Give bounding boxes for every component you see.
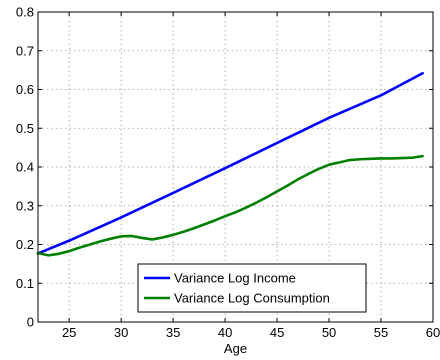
y-tick-label: 0.5	[16, 121, 34, 136]
axes: 25 30 35 40 45 50 55 60 0 0.1 0.2 0.3 0.4 0.5 0.6 0.7 0.…	[16, 5, 440, 341]
y-tick-label: 0.6	[16, 82, 34, 97]
y-tick-label: 0	[27, 315, 34, 330]
x-tick-label: 40	[218, 325, 232, 340]
y-tick-label: 0.4	[16, 160, 34, 175]
legend-box	[137, 263, 367, 313]
y-tick-label: 0.2	[16, 237, 34, 252]
x-tick-label: 30	[114, 325, 128, 340]
y-tick-label: 0.8	[16, 5, 34, 20]
x-tick-label: 55	[374, 325, 388, 340]
x-tick-label: 35	[166, 325, 180, 340]
series-line-2	[36, 154, 424, 257]
x-tick-label: 45	[270, 325, 284, 340]
x-tick-label: 50	[322, 325, 336, 340]
series-lines	[36, 71, 424, 257]
x-tick-label: 60	[426, 325, 440, 340]
y-tick-label: 0.3	[16, 198, 34, 213]
y-tick-label: 0.1	[16, 276, 34, 291]
y-tick-label: 0.7	[16, 43, 34, 58]
legend: Variance Log Income Variance Log Consumpt…	[137, 263, 367, 313]
series-line-1	[36, 71, 424, 255]
x-axis-label: Age	[224, 341, 247, 356]
legend-entry: Variance Log Income	[174, 271, 296, 286]
x-tick-label: 25	[62, 325, 76, 340]
legend-entry: Variance Log Consumption	[174, 291, 330, 306]
